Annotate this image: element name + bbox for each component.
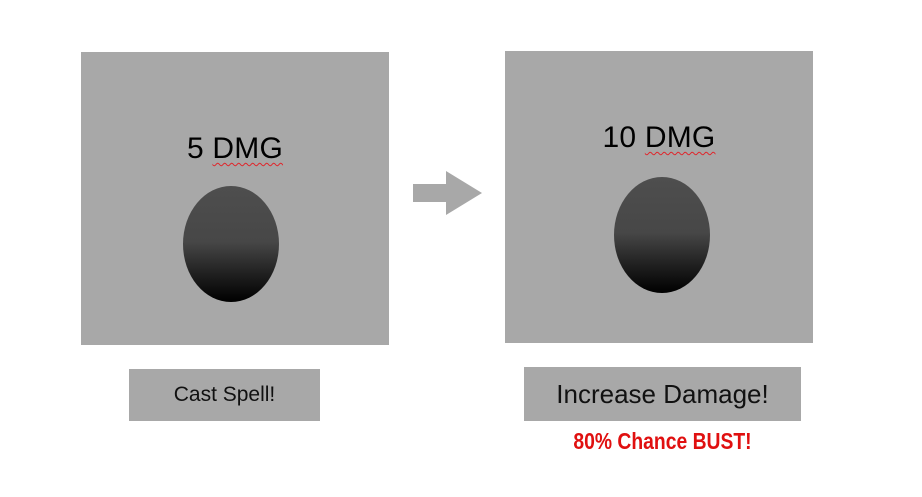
boosted-spell-orb — [614, 177, 710, 293]
boosted-damage-label: 10 DMG — [505, 121, 813, 155]
boosted-damage-unit: DMG — [644, 121, 716, 154]
spell-orb — [183, 186, 279, 302]
current-spell-card: 5 DMG — [81, 52, 389, 345]
current-damage-unit: DMG — [212, 132, 284, 165]
increase-damage-label: Increase Damage! — [556, 378, 769, 409]
cast-spell-label: Cast Spell! — [173, 383, 276, 406]
cast-spell-button[interactable]: Cast Spell! — [129, 369, 320, 421]
arrow-right-icon — [413, 171, 482, 215]
boosted-damage-value: 10 — [602, 121, 637, 154]
boosted-spell-card: 10 DMG — [505, 51, 813, 343]
current-damage-label: 5 DMG — [81, 132, 389, 166]
bust-chance-warning: 80% Chance BUST! — [573, 428, 752, 454]
current-damage-value: 5 — [186, 132, 204, 165]
increase-damage-button[interactable]: Increase Damage! — [524, 367, 801, 421]
